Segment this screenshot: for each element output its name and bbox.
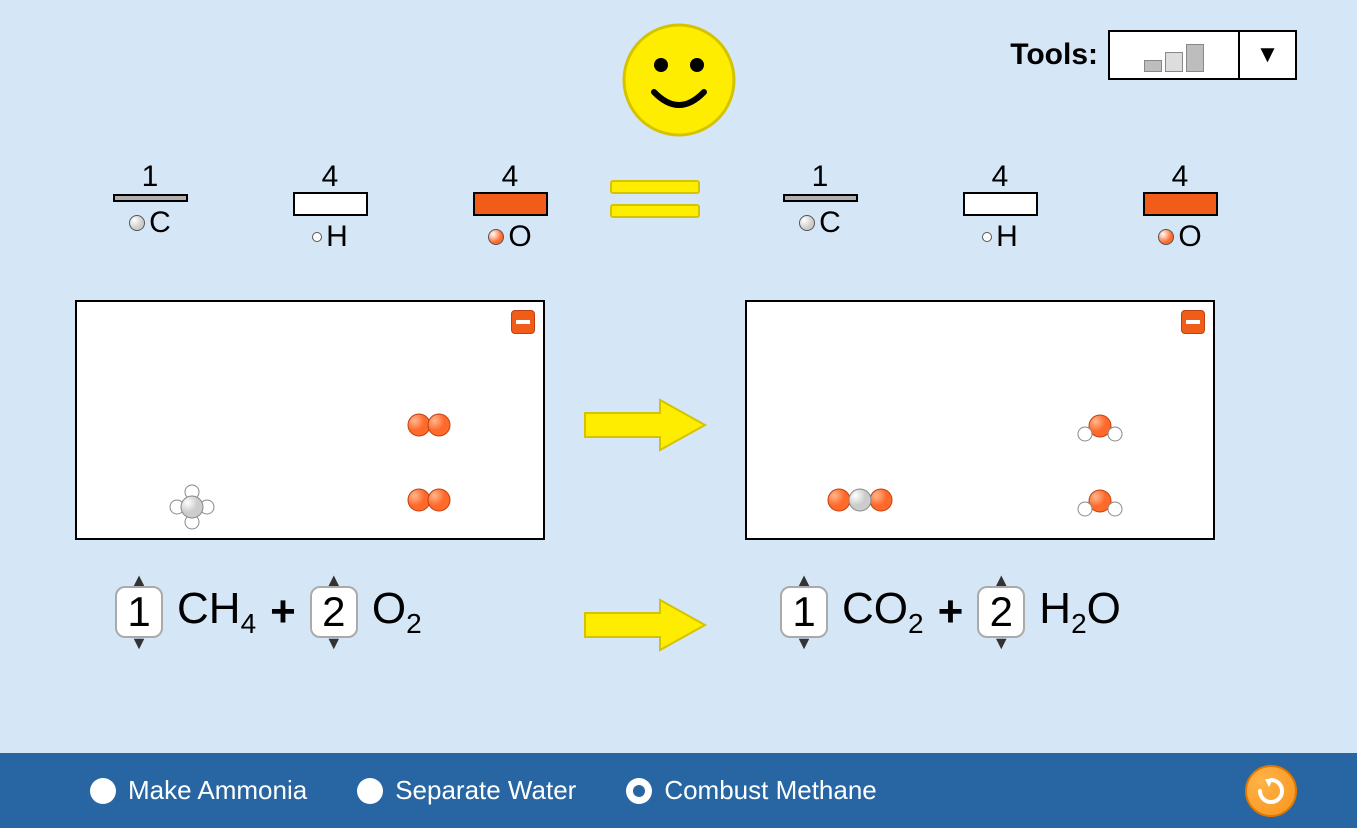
spinner-up-icon[interactable]: ▲ — [992, 575, 1010, 586]
molecule-ch4[interactable] — [167, 482, 217, 537]
collapse-button[interactable] — [1181, 310, 1205, 334]
spinner-down-icon[interactable]: ▼ — [992, 638, 1010, 649]
atom-c-icon — [129, 215, 145, 231]
radio-icon — [90, 778, 116, 804]
equals-sign — [610, 180, 700, 218]
counter-o-right: 4 O — [1120, 160, 1240, 254]
molecule-h2o[interactable] — [1077, 487, 1123, 522]
option-make-ammonia[interactable]: Make Ammonia — [90, 775, 307, 806]
molecule-co2[interactable] — [827, 487, 893, 518]
spinner-down-icon[interactable]: ▼ — [325, 638, 343, 649]
formula-co2: CO2 — [842, 584, 924, 640]
option-separate-water[interactable]: Separate Water — [357, 775, 576, 806]
atom-h-icon — [312, 232, 322, 242]
coeff-spinner-h2o[interactable]: ▲ 2 ▼ — [977, 575, 1025, 649]
tools-dropdown[interactable]: ▼ — [1108, 30, 1297, 80]
formula-o2: O2 — [372, 584, 422, 640]
spinner-up-icon[interactable]: ▲ — [325, 575, 343, 586]
option-combust-methane[interactable]: Combust Methane — [626, 775, 876, 806]
tools-panel: Tools: ▼ — [1010, 30, 1297, 80]
reactants-equation: ▲ 1 ▼ CH4 + ▲ 2 ▼ O2 — [115, 575, 422, 649]
radio-icon — [357, 778, 383, 804]
plus-sign: + — [270, 587, 296, 637]
molecule-o2[interactable] — [407, 412, 451, 443]
reset-button[interactable] — [1245, 765, 1297, 817]
coeff-spinner-o2[interactable]: ▲ 2 ▼ — [310, 575, 358, 649]
atom-o-icon — [488, 229, 504, 245]
atom-h-icon — [982, 232, 992, 242]
atom-c-icon — [799, 215, 815, 231]
reactants-molecule-box[interactable] — [75, 300, 545, 540]
coeff-spinner-co2[interactable]: ▲ 1 ▼ — [780, 575, 828, 649]
coeff-spinner-ch4[interactable]: ▲ 1 ▼ — [115, 575, 163, 649]
products-molecule-box[interactable] — [745, 300, 1215, 540]
products-equation: ▲ 1 ▼ CO2 + ▲ 2 ▼ H2O — [780, 575, 1121, 649]
product-atom-counters: 1 C 4 H 4 O — [760, 160, 1240, 254]
formula-ch4: CH4 — [177, 584, 256, 640]
reactant-atom-counters: 1 C 4 H 4 O — [90, 160, 570, 254]
spinner-up-icon[interactable]: ▲ — [130, 575, 148, 586]
counter-h-left: 4 H — [270, 160, 390, 254]
radio-icon-selected — [626, 778, 652, 804]
balance-smiley-icon — [619, 20, 739, 145]
counter-c-left: 1 C — [90, 160, 210, 254]
molecule-o2[interactable] — [407, 487, 451, 518]
reset-icon — [1255, 775, 1287, 807]
counter-c-right: 1 C — [760, 160, 880, 254]
chevron-down-icon: ▼ — [1240, 32, 1295, 78]
formula-h2o: H2O — [1039, 584, 1121, 640]
molecule-h2o[interactable] — [1077, 412, 1123, 447]
reaction-arrow-icon — [580, 595, 710, 660]
tools-label: Tools: — [1010, 38, 1098, 72]
collapse-button[interactable] — [511, 310, 535, 334]
atom-o-icon — [1158, 229, 1174, 245]
spinner-up-icon[interactable]: ▲ — [795, 575, 813, 586]
counter-o-left: 4 O — [450, 160, 570, 254]
spinner-down-icon[interactable]: ▼ — [130, 638, 148, 649]
counter-h-right: 4 H — [940, 160, 1060, 254]
spinner-down-icon[interactable]: ▼ — [795, 638, 813, 649]
plus-sign: + — [938, 587, 964, 637]
reaction-arrow-icon — [580, 395, 710, 460]
bottom-navigation-bar: Make Ammonia Separate Water Combust Meth… — [0, 753, 1357, 828]
bar-chart-icon — [1110, 32, 1240, 78]
